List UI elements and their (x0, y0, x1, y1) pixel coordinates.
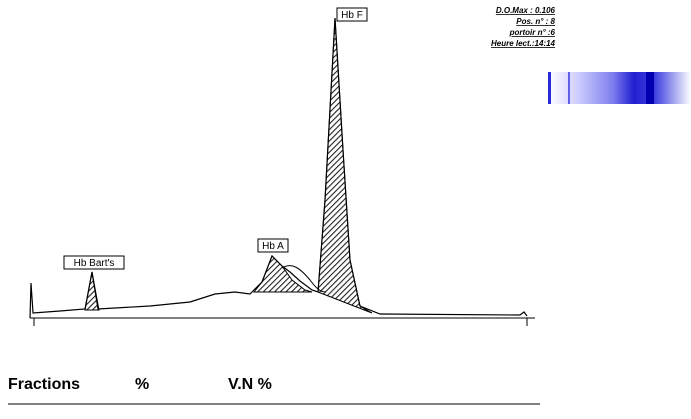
info-line: portoir n° :6 (509, 28, 556, 37)
peak-area (254, 256, 312, 292)
gel-band (568, 72, 570, 104)
gel-band (646, 72, 654, 104)
peak-label: Hb A (262, 241, 284, 252)
column-header: Fractions (8, 376, 80, 393)
peak-label: Hb F (341, 10, 363, 21)
info-line: D.O.Max : 0.106 (496, 6, 556, 15)
column-header: % (135, 376, 149, 393)
info-line: Pos. n° : 8 (516, 17, 555, 26)
electrophoresis-report: D.O.Max : 0.106 Pos. n° : 8 portoir n° :… (0, 0, 691, 419)
column-header: V.N % (228, 376, 272, 393)
info-line: Heure lect.:14:14 (491, 39, 556, 48)
peak-area (318, 18, 372, 313)
report-page: D.O.Max : 0.106 Pos. n° : 8 portoir n° :… (0, 0, 691, 419)
gel-band (548, 72, 551, 104)
peak-label: Hb Bart's (74, 258, 115, 269)
